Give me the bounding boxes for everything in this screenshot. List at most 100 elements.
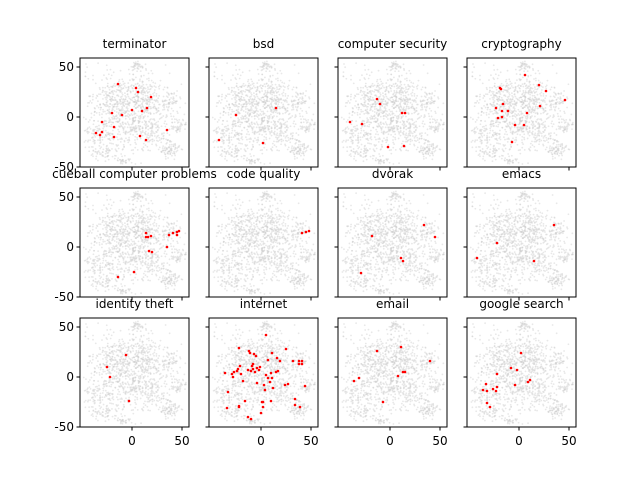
background-point xyxy=(519,96,522,99)
background-point xyxy=(513,100,516,103)
background-point xyxy=(286,148,289,151)
background-point xyxy=(157,107,160,109)
background-point xyxy=(251,98,253,101)
background-point xyxy=(108,134,111,137)
background-point xyxy=(406,103,409,106)
background-point xyxy=(518,121,521,124)
background-point xyxy=(128,139,131,142)
background-point xyxy=(99,108,102,111)
background-point xyxy=(289,141,292,144)
background-point xyxy=(133,101,136,104)
background-point xyxy=(119,89,122,92)
background-point xyxy=(425,150,428,153)
background-point xyxy=(137,117,140,119)
background-point xyxy=(227,86,230,89)
background-point xyxy=(489,127,491,130)
background-point xyxy=(256,82,259,84)
background-point xyxy=(515,79,518,82)
background-point xyxy=(386,73,389,75)
background-point xyxy=(398,74,401,77)
background-point xyxy=(570,123,573,126)
background-point xyxy=(407,139,410,142)
background-point xyxy=(137,95,140,98)
background-point xyxy=(376,158,379,161)
background-point xyxy=(229,106,231,109)
background-point xyxy=(103,74,105,77)
background-point xyxy=(290,149,293,152)
background-point xyxy=(178,144,181,147)
background-point xyxy=(390,90,393,92)
background-point xyxy=(299,97,301,99)
background-point xyxy=(549,95,552,98)
background-point xyxy=(143,120,146,122)
background-point xyxy=(241,121,244,124)
background-point xyxy=(137,98,140,101)
background-point xyxy=(119,125,122,128)
background-point xyxy=(118,109,121,112)
background-point xyxy=(508,78,511,81)
background-point xyxy=(385,95,388,98)
highlight-point xyxy=(134,86,138,90)
background-point xyxy=(91,98,94,101)
background-point xyxy=(274,90,277,92)
background-point xyxy=(245,136,247,138)
background-point xyxy=(497,142,500,145)
background-point xyxy=(376,118,379,121)
background-point xyxy=(280,130,283,133)
background-point xyxy=(127,68,130,71)
background-point xyxy=(514,113,516,115)
background-point xyxy=(430,125,433,128)
background-point xyxy=(147,120,150,123)
background-point xyxy=(122,80,125,83)
background-point xyxy=(84,75,87,78)
background-point xyxy=(280,140,283,143)
background-point xyxy=(141,98,144,101)
background-point xyxy=(146,78,148,80)
background-point xyxy=(123,105,126,108)
background-point xyxy=(108,95,111,97)
background-point xyxy=(256,68,259,71)
background-point xyxy=(231,148,234,151)
background-point xyxy=(242,157,245,160)
background-point xyxy=(377,100,379,102)
background-point xyxy=(384,121,387,124)
background-point xyxy=(107,112,110,115)
background-point xyxy=(117,159,119,162)
background-point xyxy=(265,93,268,96)
background-point xyxy=(124,161,127,164)
background-point xyxy=(308,97,311,100)
background-point xyxy=(238,119,241,121)
background-point xyxy=(104,90,106,93)
background-point xyxy=(130,129,132,132)
background-point xyxy=(119,99,122,101)
background-point xyxy=(122,83,125,86)
background-point xyxy=(96,94,98,97)
background-point xyxy=(167,92,170,95)
background-point xyxy=(133,85,135,88)
background-point xyxy=(261,119,264,122)
background-point xyxy=(147,88,150,91)
background-point xyxy=(275,103,278,105)
background-point xyxy=(147,77,150,80)
background-point xyxy=(97,150,100,152)
background-point xyxy=(128,101,130,104)
background-point xyxy=(297,72,300,75)
background-point xyxy=(242,110,245,112)
background-point xyxy=(547,141,550,144)
background-point xyxy=(437,96,439,99)
background-point xyxy=(425,92,428,95)
background-point xyxy=(499,138,502,141)
background-point xyxy=(179,124,182,126)
background-point xyxy=(392,139,394,141)
background-point xyxy=(395,96,398,99)
background-point xyxy=(529,146,532,149)
background-point xyxy=(265,70,268,73)
background-point xyxy=(263,125,265,128)
background-point xyxy=(291,95,294,98)
background-point xyxy=(239,121,242,124)
background-point xyxy=(116,100,119,103)
background-point xyxy=(139,63,141,66)
background-point xyxy=(176,112,179,115)
background-point xyxy=(111,107,114,110)
background-point xyxy=(120,98,123,100)
